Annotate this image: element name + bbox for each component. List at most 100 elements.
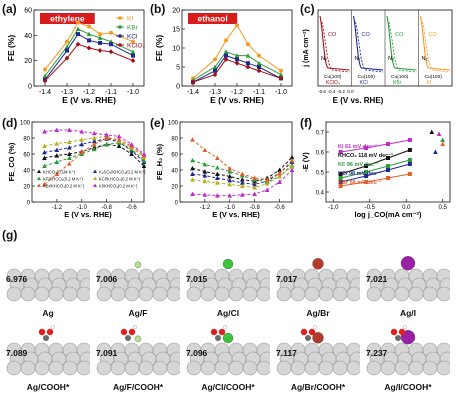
ag-atom xyxy=(152,360,168,376)
series-line-5 xyxy=(192,169,293,197)
data-point xyxy=(104,132,109,137)
data-point xyxy=(256,60,262,66)
data-point xyxy=(131,53,135,58)
surface-label: Cu(100) xyxy=(391,74,409,80)
slab-model xyxy=(276,258,360,302)
data-point xyxy=(440,137,446,142)
y-tick-label: 40 xyxy=(24,33,32,40)
data-point xyxy=(67,151,72,156)
halide-adatom xyxy=(222,258,234,270)
legend-marker xyxy=(118,16,122,20)
data-point xyxy=(190,171,195,176)
data-point xyxy=(440,141,446,146)
data-point xyxy=(91,146,97,152)
data-point xyxy=(42,129,47,134)
x-tick-label: -0.4 xyxy=(328,89,336,94)
peak-label: CO xyxy=(362,32,371,38)
ag-atom xyxy=(110,360,126,376)
data-point xyxy=(129,151,134,156)
y-tick-label: 60 xyxy=(171,153,178,159)
ag-atom xyxy=(186,286,202,302)
data-point xyxy=(252,185,257,190)
y-axis-label: FE_CO (%) xyxy=(7,142,16,181)
data-point xyxy=(289,164,295,169)
data-point xyxy=(246,42,250,47)
data-point xyxy=(97,35,103,40)
n2-label: N₂ xyxy=(422,56,428,62)
y-axis-label: FE (%) xyxy=(6,35,16,62)
ag-atom xyxy=(408,360,424,376)
data-point xyxy=(245,64,251,70)
ag-atom xyxy=(332,286,348,302)
ag-atom xyxy=(346,286,360,302)
series-line-0 xyxy=(192,24,282,79)
adsorption-energy: 7.096 xyxy=(186,348,208,358)
badge-label: ethanol xyxy=(197,14,227,24)
badge-bg xyxy=(188,13,238,24)
data-point xyxy=(239,177,245,182)
oxygen-atom xyxy=(128,328,136,336)
data-point xyxy=(433,149,438,154)
data-point xyxy=(190,165,195,171)
ag-atom xyxy=(276,360,292,376)
data-point xyxy=(277,167,282,172)
model-caption: Ag/Cl/COOH* xyxy=(201,382,255,392)
data-point xyxy=(289,167,295,172)
x-tick-label: -1.0 xyxy=(328,205,339,211)
data-point xyxy=(407,138,412,142)
data-point xyxy=(278,75,284,81)
ag-atom xyxy=(200,360,216,376)
tafel-label: KBr 58 mV dec⁻¹ xyxy=(338,179,382,186)
data-point xyxy=(67,155,72,160)
oxygen-atom xyxy=(218,328,226,336)
chart-f-tafel: 0.4 0.5 0.6 0.7 -1.0 -0.5 0.0 0.5 log j_CO(mA cm… xyxy=(301,121,451,219)
data-point xyxy=(407,162,412,166)
x-tick-label: 0.0 xyxy=(347,89,354,94)
badge-label: ethylene xyxy=(50,14,85,24)
panel-label-c: (c) xyxy=(300,2,315,16)
chart-b-ethanol-fe: 0 5 10 15 20 -1.4 -1.3 -1.2 -1.1 -1.0 E (V vs. RHE… xyxy=(154,8,293,105)
data-point xyxy=(75,26,81,31)
data-point xyxy=(239,183,245,188)
data-point xyxy=(65,39,69,44)
data-point xyxy=(64,55,70,61)
data-point xyxy=(79,129,85,134)
ag-atom xyxy=(276,286,292,302)
series-line-2 xyxy=(340,159,411,179)
oxygen-atom xyxy=(308,328,316,336)
data-point xyxy=(42,73,48,78)
data-point xyxy=(277,173,282,179)
adsorption-energy: 7.015 xyxy=(186,274,208,284)
panel-label-d: (d) xyxy=(2,116,18,130)
y-tick-label: 0 xyxy=(176,84,180,91)
data-point xyxy=(202,178,208,184)
data-point xyxy=(54,171,60,176)
data-point xyxy=(67,127,72,132)
data-point xyxy=(190,137,195,142)
data-point xyxy=(264,181,270,186)
data-point xyxy=(104,141,109,147)
data-point xyxy=(364,170,369,174)
adsorption-energy: 7.006 xyxy=(96,274,118,284)
data-point xyxy=(364,174,369,178)
y-tick-label: 5 xyxy=(176,65,180,72)
oxygen-atom xyxy=(210,328,218,336)
legend-label: KHCO₃(0.1M K⁺) xyxy=(43,170,76,175)
data-point xyxy=(215,193,220,198)
data-point xyxy=(98,40,102,45)
x-tick-label: 0.5 xyxy=(439,205,448,211)
chart-d-fe-co: 0 20 40 60 80 100 -1.2 -1.0 -0.8 -0.6 E (V vs. RHE… xyxy=(7,121,147,219)
series-line-4 xyxy=(340,173,410,187)
data-point xyxy=(202,147,208,152)
n2-label: N₂ xyxy=(388,56,394,62)
legend-marker xyxy=(118,34,122,38)
ag-atom xyxy=(256,286,270,302)
panel-label-f: (f) xyxy=(300,116,312,130)
data-point xyxy=(234,53,240,58)
data-point xyxy=(364,146,369,150)
x-axis-label: E (V vs. RHE) xyxy=(210,95,264,105)
y-tick-label: 60 xyxy=(23,153,30,159)
x-tick-label: -1.3 xyxy=(61,89,73,96)
y-axis-label: j (mA cm⁻²) xyxy=(303,29,310,68)
oxygen-atom xyxy=(46,328,54,336)
